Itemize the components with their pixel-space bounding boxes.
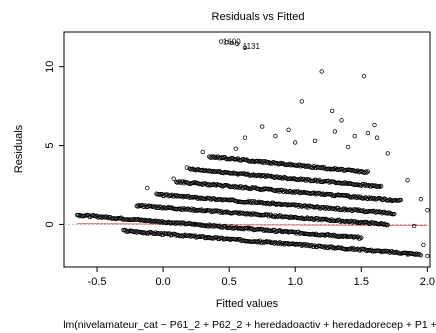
chart-title: Residuals vs Fitted bbox=[212, 11, 305, 23]
residual-point bbox=[363, 169, 368, 174]
residual-point bbox=[359, 235, 364, 240]
residual-point bbox=[242, 135, 248, 140]
residual-point bbox=[268, 173, 274, 179]
residual-point bbox=[385, 222, 390, 227]
residual-point bbox=[312, 138, 318, 143]
residual-point bbox=[319, 69, 324, 74]
residual-point bbox=[233, 146, 238, 151]
loess-smoother-line bbox=[77, 223, 428, 226]
x-tick-label: 1.5 bbox=[354, 276, 369, 288]
residual-point bbox=[370, 195, 375, 200]
residual-point bbox=[385, 151, 390, 156]
residual-bands bbox=[75, 154, 423, 258]
residual-point bbox=[229, 40, 234, 46]
residual-point bbox=[392, 211, 397, 217]
residual-point bbox=[418, 253, 423, 258]
x-axis-label: Fitted values bbox=[216, 298, 279, 310]
residual-point bbox=[339, 118, 344, 123]
residual-point bbox=[293, 140, 298, 145]
y-axis-label: Residuals bbox=[13, 124, 25, 173]
y-axis: 0 5 10 bbox=[44, 61, 64, 227]
residual-point bbox=[421, 242, 426, 248]
residual-point bbox=[219, 39, 224, 44]
x-axis: -0.5 0.0 0.5 1.0 1.5 2.0 bbox=[88, 267, 435, 288]
residual-point bbox=[234, 41, 240, 46]
y-tick-label: 10 bbox=[44, 61, 56, 73]
residual-point bbox=[352, 133, 357, 139]
residual-point bbox=[425, 208, 430, 213]
residual-point bbox=[242, 45, 248, 50]
residual-point bbox=[418, 197, 423, 202]
residual-point bbox=[398, 197, 404, 203]
point-label: 1600 bbox=[223, 37, 241, 46]
residual-point bbox=[342, 180, 347, 185]
residual-point bbox=[260, 124, 265, 129]
x-tick-label: 0.0 bbox=[155, 276, 170, 288]
outlier-points bbox=[145, 39, 430, 259]
residual-point bbox=[286, 127, 291, 132]
residual-point bbox=[365, 130, 371, 136]
residual-point bbox=[405, 178, 410, 183]
residual-point bbox=[271, 200, 276, 205]
residual-point bbox=[283, 188, 288, 193]
plot-box bbox=[63, 31, 431, 268]
residual-point bbox=[411, 223, 417, 229]
x-tick-label: 2.0 bbox=[420, 276, 435, 288]
plot-area bbox=[63, 31, 431, 268]
x-tick-label: -0.5 bbox=[88, 276, 107, 288]
residual-point bbox=[417, 252, 422, 257]
residual-point bbox=[224, 40, 229, 45]
residual-point bbox=[171, 176, 176, 181]
residual-point bbox=[372, 122, 377, 128]
residual-point bbox=[364, 170, 369, 175]
residual-point bbox=[374, 135, 380, 140]
residual-point bbox=[358, 236, 363, 241]
y-tick-label: 0 bbox=[44, 221, 56, 227]
residual-point bbox=[378, 183, 384, 189]
residual-point bbox=[184, 165, 190, 170]
x-tick-label: 0.5 bbox=[222, 276, 237, 288]
residual-point bbox=[377, 184, 383, 189]
x-tick-label: 1.0 bbox=[288, 276, 303, 288]
residual-point bbox=[365, 169, 371, 174]
residual-point bbox=[273, 133, 278, 139]
y-tick-label: 5 bbox=[44, 142, 56, 148]
residual-point bbox=[330, 108, 335, 114]
residual-point bbox=[268, 186, 274, 192]
point-label: 1131 bbox=[243, 42, 261, 51]
residual-point bbox=[323, 216, 329, 222]
residual-point bbox=[361, 74, 367, 79]
residual-point bbox=[200, 149, 205, 155]
residual-point bbox=[299, 99, 304, 104]
residual-point bbox=[332, 129, 338, 134]
residual-point bbox=[345, 144, 351, 150]
residual-point bbox=[405, 252, 410, 257]
residual-point bbox=[291, 176, 297, 181]
model-formula-label: lm(nivelamateur_cat ~ P61_2 + P62_2 + he… bbox=[63, 319, 436, 331]
residual-point bbox=[425, 253, 430, 259]
residual-point bbox=[145, 185, 150, 191]
